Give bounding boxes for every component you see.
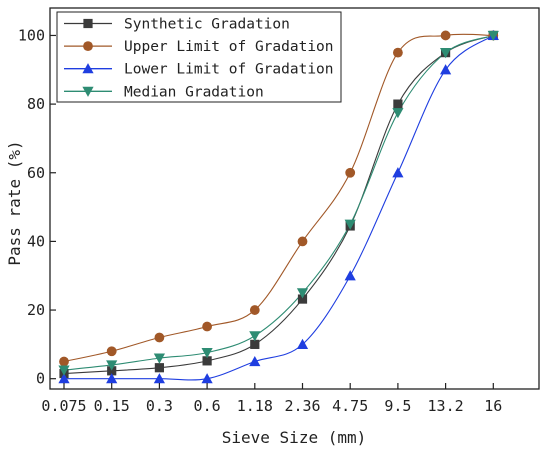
y-axis-title: Pass rate (%) [5,140,24,265]
lower-limit-of-gradation-point [153,373,165,384]
x-tick-label: 9.5 [384,397,411,415]
synthetic-gradation-line [63,34,494,375]
median-gradation-point [249,331,261,342]
upper-limit-of-gradation-point [249,305,260,315]
legend: Synthetic Gradation Upper Limit of Gradat… [56,11,342,103]
upper-limit-of-gradation-point [393,47,403,58]
upper-limit-of-gradation-point [59,356,69,367]
lower-limit-of-gradation-point [296,338,309,349]
lower-limit-of-gradation-point [201,373,213,384]
median-gradation-point [58,365,70,376]
x-tick-label: 13.2 [428,397,464,415]
median-gradation-point [440,48,452,59]
x-tick-label: 16 [484,397,502,415]
lower-limit-of-gradation-point [106,373,118,384]
upper-limit-of-gradation-point [297,236,308,247]
median-gradation-point [344,219,356,230]
x-tick-label: 2.36 [284,397,320,415]
synthetic-gradation-point [250,339,260,349]
lower-limit-of-gradation-point [392,167,404,178]
legend-marker [82,86,94,97]
legend-marker [83,41,93,51]
series-markers [58,29,499,384]
x-tick-label: 0.3 [146,397,173,415]
x-tick-label: 0.075 [41,397,86,415]
median-gradation-point [106,360,118,371]
x-tick-label: 0.15 [94,397,130,415]
legend-label: Lower Limit of Gradation [124,62,334,78]
legend-label: Synthetic Gradation [124,17,290,33]
legend-marker [83,18,93,29]
x-tick-label: 1.18 [237,397,273,415]
legend-label: Upper Limit of Gradation [124,39,334,55]
median-gradation-point [487,30,499,42]
synthetic-gradation-point [297,294,308,304]
synthetic-gradation-point [393,99,403,109]
lower-limit-of-gradation-point [344,270,356,281]
median-gradation-line [63,34,494,371]
x-axis-title: Sieve Size (mm) [222,428,367,447]
synthetic-gradation-point [154,363,164,373]
median-gradation-point [201,348,213,359]
synthetic-gradation-point [202,356,212,366]
synthetic-gradation-point [107,366,117,376]
upper-limit-of-gradation-line [63,33,494,363]
upper-limit-of-gradation-point [345,167,356,178]
y-tick-label: 80 [27,95,45,113]
legend-label: Median Gradation [124,84,264,100]
median-gradation-point [153,353,165,364]
y-tick-label: 0 [36,370,45,388]
median-gradation-point [296,288,309,299]
lower-limit-of-gradation-point [249,355,261,367]
median-gradation-point [392,108,404,119]
upper-limit-of-gradation-point [154,332,165,343]
plot-frame [49,7,540,390]
y-tick-label: 100 [18,26,45,44]
legend-marker [82,63,94,74]
x-tick-label: 0.6 [194,397,221,415]
axes: 0 20 40 60 80 100 0.075 0.15 0.3 0.6 1.18 2.36 4.75 9… [18,26,502,415]
upper-limit-of-gradation-point [440,30,451,41]
y-tick-label: 20 [27,301,45,319]
lower-limit-of-gradation-point [58,373,70,384]
x-tick-label: 4.75 [332,397,368,415]
lower-limit-of-gradation-point [440,64,452,75]
y-tick-label: 60 [27,164,45,182]
legend-box [56,11,342,103]
y-tick-label: 40 [27,232,45,250]
upper-limit-of-gradation-point [106,346,117,357]
upper-limit-of-gradation-point [202,321,213,332]
